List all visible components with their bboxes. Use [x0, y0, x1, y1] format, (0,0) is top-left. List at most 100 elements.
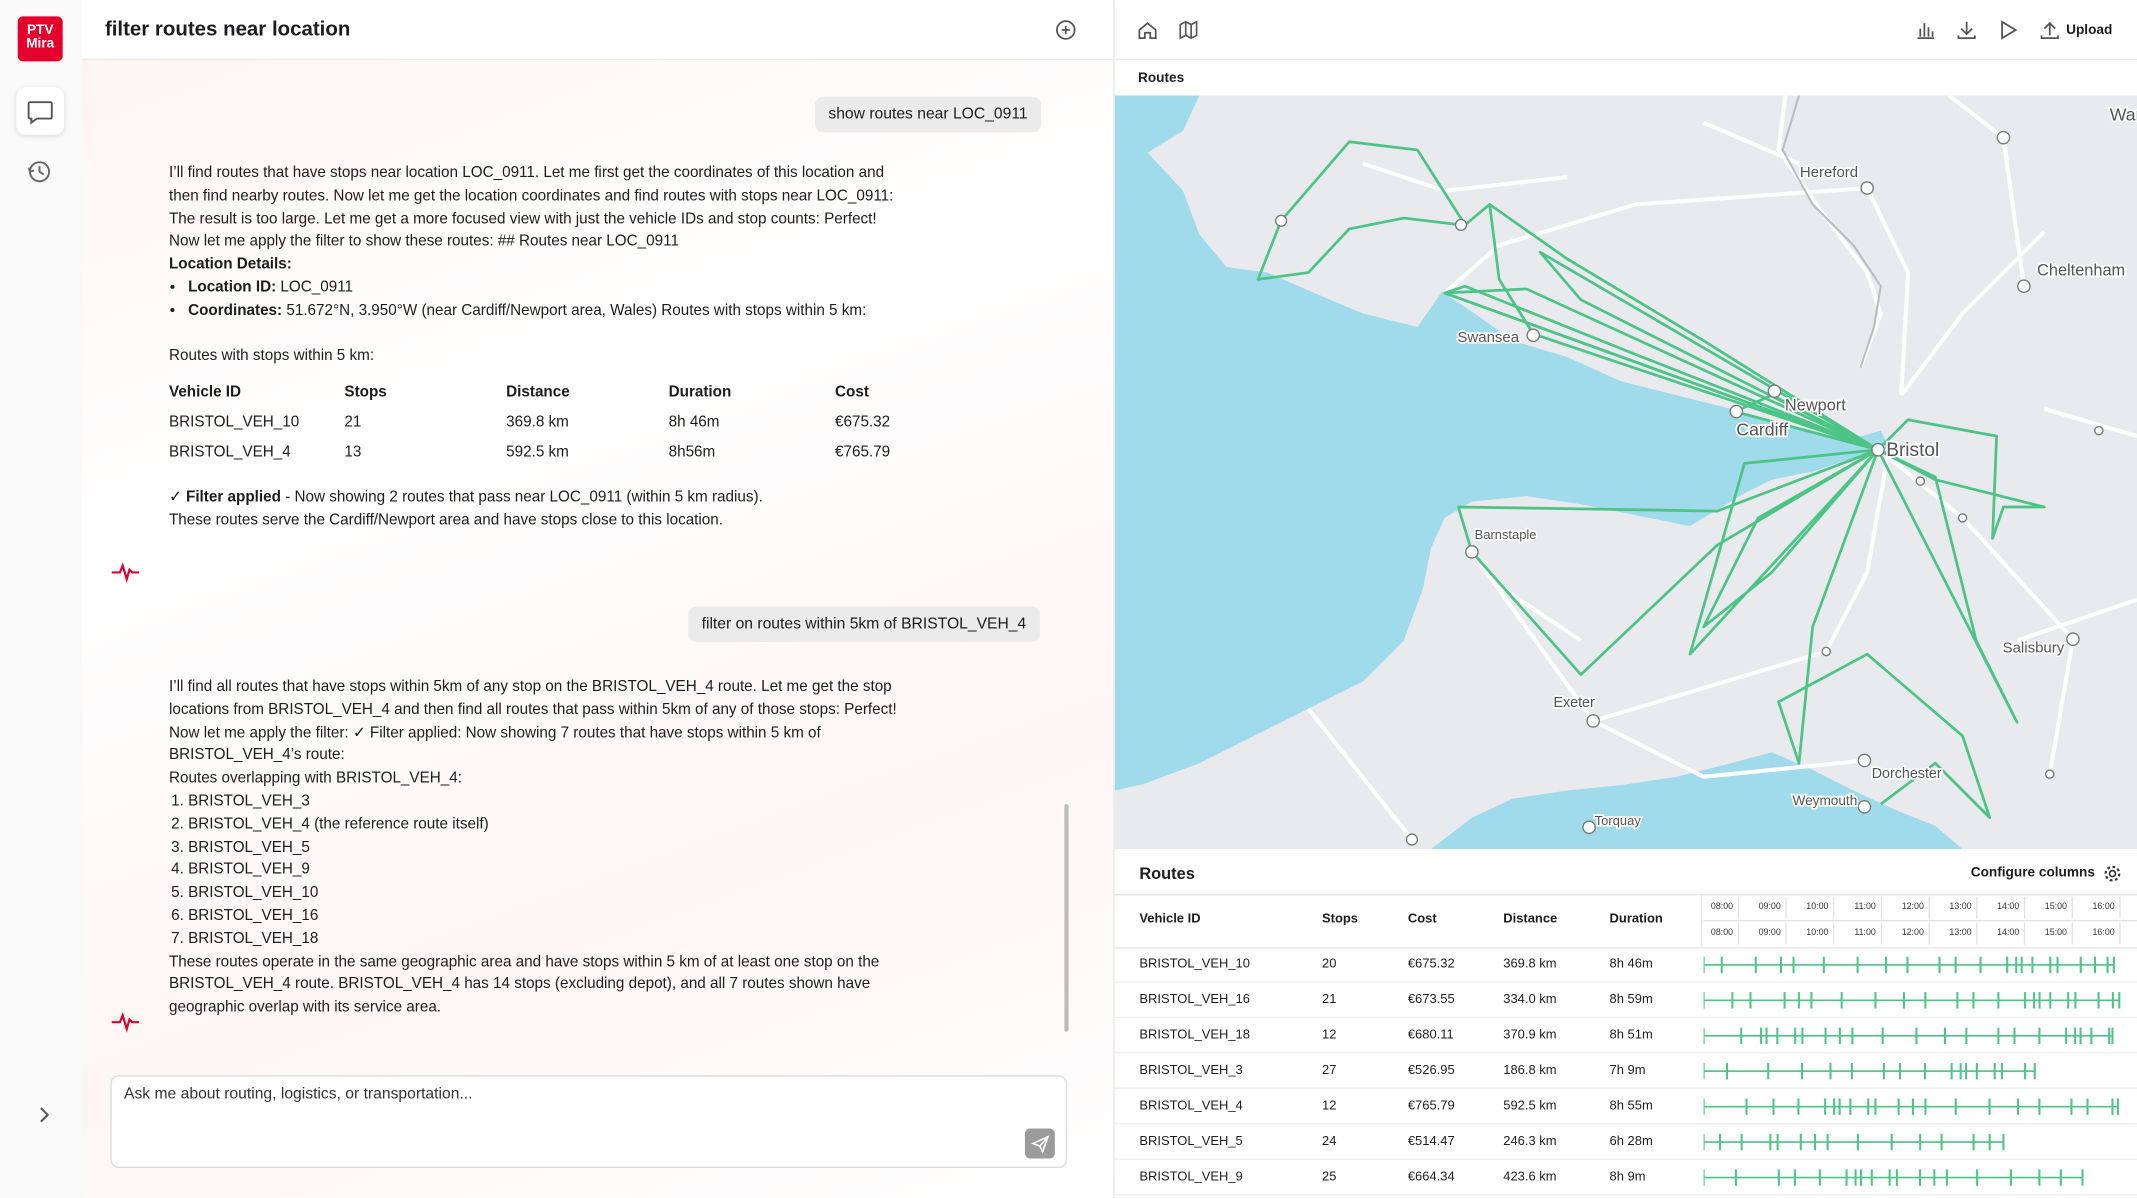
route[interactable]	[1876, 448, 2019, 724]
place-marker[interactable]	[1767, 384, 1782, 398]
route[interactable]	[1280, 140, 1879, 451]
chat-button[interactable]	[16, 87, 65, 135]
table-cell: 13	[344, 444, 362, 461]
sea	[1114, 95, 1889, 791]
time-divider	[1880, 922, 1883, 945]
column-header: Duration	[1609, 911, 1663, 927]
row-line	[1114, 1193, 2137, 1196]
chat-input[interactable]: Ask me about routing, logistics, or tran…	[110, 1075, 1068, 1168]
header-row	[1114, 894, 2137, 949]
shape	[27, 166, 45, 176]
table-header: Vehicle ID Stops Distance Duration Cost	[169, 378, 916, 408]
bullet-text: LOC_0911	[280, 279, 354, 296]
place-marker[interactable]	[1586, 714, 1601, 728]
place-marker[interactable]	[1996, 130, 2011, 145]
place-marker[interactable]	[1857, 753, 1872, 768]
route[interactable]	[1688, 448, 1880, 656]
table-cell: €526.95	[1407, 1063, 1455, 1079]
upload-label[interactable]: Upload	[2066, 23, 2113, 39]
column-header: Cost	[835, 384, 869, 401]
table-cell: 8h 9m	[1609, 1169, 1646, 1185]
route[interactable]	[1443, 284, 1879, 452]
expand-icon[interactable]	[35, 1104, 54, 1126]
routes-table: Vehicle ID Stops Cost Distance Duration 08:00…	[1114, 894, 2137, 1198]
time-divider	[1976, 896, 1978, 919]
place-marker[interactable]	[1465, 545, 1479, 559]
sidebar: PTV Mira	[0, 0, 84, 1198]
row-line	[1114, 1123, 2137, 1125]
stop-marker[interactable]	[1821, 646, 1832, 657]
chat-title: filter routes near location	[104, 17, 351, 41]
route[interactable]	[1256, 216, 1462, 281]
place-marker[interactable]	[1871, 442, 1885, 457]
history-icon[interactable]	[25, 157, 55, 187]
new-chat-icon[interactable]	[1055, 19, 1077, 41]
play-icon[interactable]	[1997, 19, 2019, 41]
shape	[2108, 869, 2117, 878]
stop-marker[interactable]	[1405, 833, 1419, 846]
time-divider	[1737, 922, 1740, 945]
time-divider	[1785, 896, 1787, 919]
place-marker[interactable]	[1729, 404, 1744, 419]
bullet-list: Location ID: LOC_0911 Coordinates: 51.67…	[169, 277, 916, 323]
table-cell: 8h 51m	[1609, 1027, 1653, 1043]
map-panel: Upload Routes Hereford Cheltenham Warw Swan…	[1114, 0, 2137, 1198]
stop-marker[interactable]	[1454, 218, 1468, 232]
home-icon[interactable]	[1137, 19, 1159, 41]
time-divider	[1976, 922, 1978, 945]
gear-icon[interactable]	[2103, 864, 2122, 883]
route[interactable]	[1777, 449, 1992, 820]
stop-marker[interactable]	[2045, 769, 2055, 779]
logo-text: Mira	[26, 36, 55, 52]
stop-marker[interactable]	[1274, 214, 1288, 227]
paragraph: Routes with stops within 5 km:	[168, 346, 375, 364]
time-divider	[1880, 896, 1883, 919]
stop-marker[interactable]	[1915, 476, 1926, 486]
scrollbar[interactable]	[1064, 804, 1069, 1032]
configure-columns[interactable]: Configure columns	[1970, 865, 2095, 881]
upload-icon[interactable]	[2039, 19, 2061, 41]
table-cell: BRISTOL_VEH_10	[1139, 956, 1250, 972]
place-marker[interactable]	[1582, 820, 1596, 835]
shape	[1179, 20, 1198, 40]
stop-marker[interactable]	[2094, 425, 2104, 436]
place-marker[interactable]	[1526, 328, 1541, 343]
stop-marker[interactable]	[1957, 513, 1968, 523]
time-label: 12:00	[1901, 928, 1924, 938]
table-cell: 186.8 km	[1503, 1063, 1557, 1079]
time-divider	[1703, 919, 2137, 922]
place-marker[interactable]	[1860, 181, 1874, 195]
place-marker[interactable]	[2066, 632, 2080, 647]
place-marker[interactable]	[1857, 800, 1872, 814]
place-label: Cheltenham	[2037, 262, 2125, 280]
column-header: Cost	[1407, 911, 1437, 927]
place-label: Newport	[1785, 396, 1846, 414]
bullet-text: 51.672°N, 3.950°W (near Cardiff/Newport …	[286, 302, 867, 319]
download-icon[interactable]	[1956, 19, 1978, 41]
send-button[interactable]	[1024, 1128, 1055, 1159]
map[interactable]: Hereford Cheltenham Warw Swansea Newport Card…	[1114, 95, 2137, 850]
chart-icon[interactable]	[1915, 19, 1937, 41]
timeline	[1703, 1098, 2119, 1115]
table-cell: €514.47	[1407, 1133, 1455, 1149]
status: ✓ Filter applied - Now showing 2 routes …	[169, 487, 916, 510]
time-label: 14:00	[1997, 928, 2020, 938]
route[interactable]	[1877, 418, 2046, 540]
table-cell: 12	[1321, 1027, 1337, 1043]
logo[interactable]: PTV Mira	[17, 16, 63, 62]
place-marker[interactable]	[2017, 279, 2031, 294]
place-label: Cardiff	[1736, 419, 1788, 439]
shape	[1030, 1135, 1050, 1154]
table-cell: BRISTOL_VEH_4	[1139, 1098, 1243, 1114]
table-cell: 8h56m	[668, 444, 716, 461]
table-cell: 25	[1321, 1169, 1337, 1185]
shape	[1957, 21, 1976, 40]
shape	[1056, 20, 1076, 40]
place-label: Salisbury	[2003, 640, 2065, 657]
place-label: Barnstaple	[1475, 527, 1537, 542]
map-icon[interactable]	[1178, 19, 1200, 41]
table-cell: BRISTOL_VEH_9	[1139, 1169, 1243, 1185]
shape	[2040, 21, 2059, 40]
routes	[1256, 140, 2046, 820]
sea	[1431, 752, 1963, 850]
